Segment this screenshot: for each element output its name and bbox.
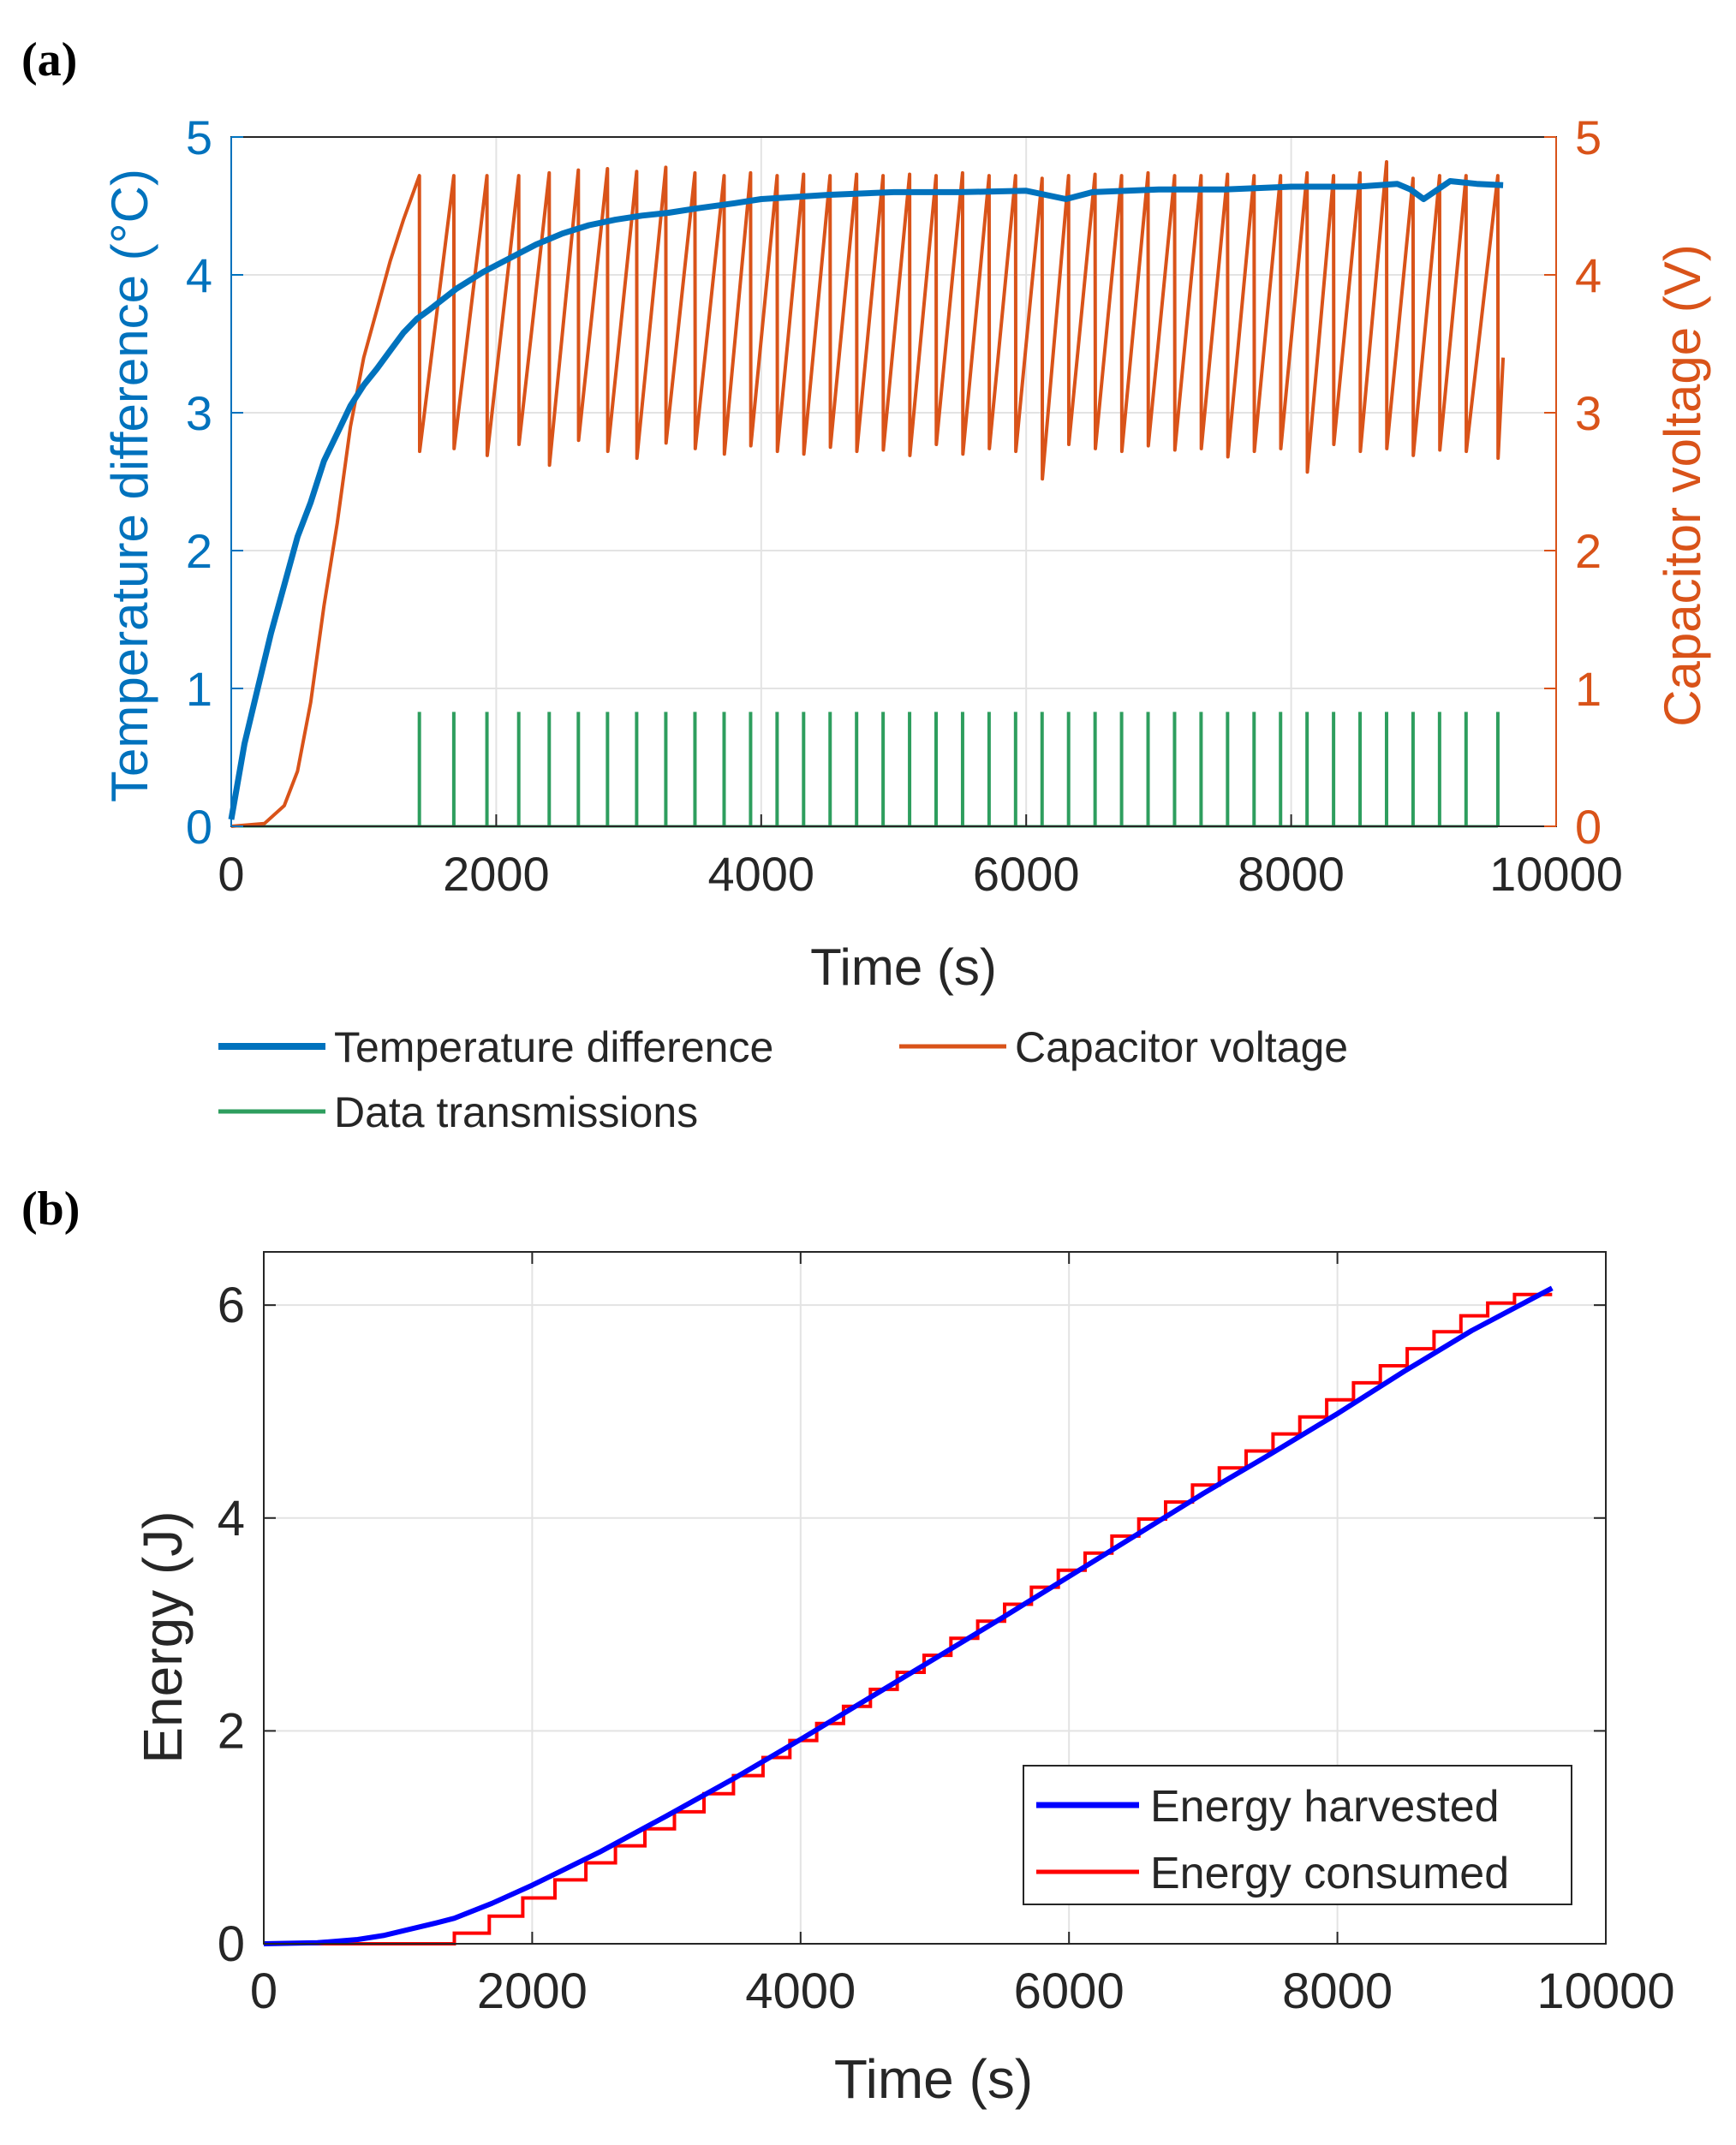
tick-label-x: 8000	[1282, 1963, 1393, 2019]
chart-b-legend: Energy harvested Energy consumed	[1023, 1765, 1572, 1905]
legend-label-capacitor: Capacitor voltage	[1015, 1023, 1348, 1071]
legend-label-temperature: Temperature difference	[334, 1023, 773, 1071]
chart-a-legend: Temperature difference Capacitor voltage…	[218, 1023, 1348, 1136]
series-energy-consumed	[264, 1292, 1553, 1945]
chart-a-xlabel: Time (s)	[810, 938, 997, 996]
tick-label-x: 2000	[443, 847, 550, 901]
chart-b-ticks: 0 2000 4000 6000 8000 10000 0 2 4 6	[218, 1252, 1675, 2019]
chart-b-xlabel: Time (s)	[834, 2048, 1033, 2110]
chart-b-legend-box	[1023, 1765, 1572, 1905]
chart-a-ylabel-left: Temperature difference (°C)	[101, 169, 158, 802]
series-capacitor-voltage	[230, 160, 1506, 828]
tick-label-x: 6000	[973, 847, 1080, 901]
tick-label-x: 6000	[1014, 1963, 1125, 2019]
tick-label-y-left: 4	[186, 248, 212, 302]
series-temperature-difference	[228, 178, 1504, 820]
legend-label-harvested: Energy harvested	[1150, 1782, 1500, 1832]
chart-a-grid	[230, 136, 1557, 827]
tick-label-x: 0	[218, 847, 244, 901]
tick-label-y-left: 0	[186, 800, 212, 854]
tick-label-x: 10000	[1536, 1963, 1674, 2019]
tick-label-x: 0	[250, 1963, 277, 2019]
tick-label-y-left: 2	[186, 524, 212, 578]
tick-label-y-right: 2	[1575, 524, 1602, 578]
chart-b-series	[263, 1285, 1554, 1946]
tick-label-y-right: 5	[1575, 110, 1602, 164]
legend-label-transmissions: Data transmissions	[334, 1088, 698, 1136]
tick-label-y-right: 4	[1575, 248, 1602, 302]
tick-label-x: 10000	[1489, 847, 1623, 901]
tick-label-y-left: 5	[186, 110, 212, 164]
legend-label-consumed: Energy consumed	[1150, 1849, 1509, 1898]
tick-label-x: 2000	[477, 1963, 588, 2019]
chart-a-ylabel-right: Capacitor voltage (V)	[1654, 244, 1711, 727]
tick-label-y-right: 0	[1575, 800, 1602, 854]
tick-label-y: 0	[218, 1916, 245, 1972]
tick-label-y-right: 1	[1575, 662, 1602, 716]
panel-b-label: (b)	[21, 1183, 80, 1236]
series-energy-harvested	[263, 1285, 1554, 1946]
tick-label-x: 4000	[745, 1963, 856, 2019]
tick-label-y: 4	[218, 1491, 245, 1546]
tick-label-x: 4000	[708, 847, 815, 901]
panel-a-label: (a)	[21, 33, 77, 86]
chart-a-series	[228, 160, 1506, 828]
tick-label-y-left: 3	[186, 386, 212, 440]
chart-a-frame	[230, 136, 1557, 827]
tick-label-y-left: 1	[186, 662, 212, 716]
tick-label-y-right: 3	[1575, 386, 1602, 440]
tick-label-x: 8000	[1238, 847, 1345, 901]
tick-label-y: 6	[218, 1278, 245, 1333]
tick-label-y: 2	[218, 1703, 245, 1759]
chart-b: 0 2000 4000 6000 8000 10000 0 2 4 6 Time (s) Ener…	[132, 1251, 1675, 2110]
chart-b-ylabel: Energy (J)	[132, 1510, 194, 1763]
chart-b-frame	[263, 1251, 1607, 1945]
